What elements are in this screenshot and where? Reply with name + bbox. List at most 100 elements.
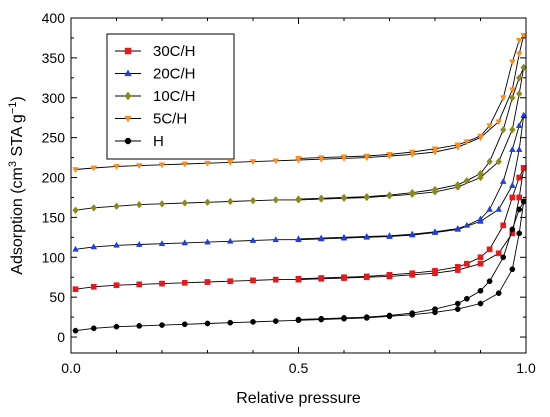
data-point [431, 185, 439, 194]
data-point [249, 236, 257, 243]
data-point [340, 193, 348, 202]
data-point [181, 161, 189, 168]
x-axis: 0.0 0.5 1.0 [61, 18, 536, 376]
data-point [516, 206, 523, 213]
data-point [386, 191, 393, 199]
data-point [158, 200, 166, 208]
data-point [464, 260, 470, 267]
data-point [408, 149, 416, 156]
data-point [495, 205, 502, 212]
data-point [363, 153, 371, 160]
data-point [204, 279, 211, 285]
data-point [495, 119, 502, 126]
series-H [72, 198, 527, 334]
legend-label: 30C/H [153, 43, 196, 60]
data-point [181, 239, 189, 246]
data-point [318, 194, 325, 203]
legend-marker [124, 115, 132, 123]
data-point [341, 274, 347, 281]
data-point [250, 319, 256, 325]
data-point [386, 152, 393, 159]
plot-area [72, 33, 528, 334]
data-point [181, 199, 188, 207]
legend-entry: 5C/H [115, 111, 187, 128]
y-tick-label: 250 [42, 130, 66, 146]
y-tick-label: 400 [42, 10, 66, 26]
data-point [486, 157, 493, 166]
series-30C/H [72, 165, 527, 293]
data-point [113, 323, 120, 330]
data-point [227, 278, 234, 285]
data-point [204, 198, 211, 207]
data-point [90, 165, 98, 172]
data-point [454, 180, 461, 189]
data-point [317, 234, 325, 241]
data-point [509, 93, 516, 102]
data-point [363, 314, 370, 320]
data-point [408, 230, 416, 237]
data-point [340, 233, 348, 240]
data-point [295, 235, 302, 242]
data-point [477, 287, 484, 294]
data-point [509, 181, 516, 188]
data-point [295, 275, 302, 282]
data-point [90, 243, 98, 250]
data-point [463, 221, 471, 228]
data-point [509, 87, 516, 94]
data-point [454, 264, 461, 270]
data-point [509, 125, 516, 134]
data-point [113, 164, 120, 170]
data-point [409, 310, 416, 316]
data-point [204, 320, 211, 327]
data-point [477, 300, 484, 307]
data-point [515, 122, 523, 129]
data-point [72, 206, 79, 214]
data-point [340, 154, 348, 161]
data-point [363, 232, 371, 239]
legend-label: H [153, 133, 164, 150]
data-point [515, 74, 523, 82]
x-tick-label: 0.5 [289, 360, 309, 376]
series-5C/H [72, 33, 528, 174]
series-line-desorption [298, 35, 525, 159]
data-point [318, 315, 325, 322]
data-point [136, 200, 143, 209]
legend-label: 20C/H [153, 66, 196, 83]
data-point [515, 90, 523, 98]
legend-entry: 10C/H [115, 88, 196, 105]
data-point [509, 266, 516, 273]
data-point [454, 142, 462, 149]
y-axis: 0 50 100 150 200 250 300 350 400 [42, 10, 526, 345]
data-point [249, 159, 257, 166]
data-point [226, 237, 234, 244]
data-point [409, 270, 416, 277]
legend-label: 5C/H [153, 111, 187, 128]
data-point [317, 155, 325, 162]
data-point [516, 194, 523, 201]
y-tick-label: 300 [42, 90, 66, 106]
data-point [463, 139, 471, 146]
data-point [386, 232, 393, 239]
data-point [477, 133, 484, 140]
series-20C/H [72, 111, 528, 252]
data-point [249, 196, 257, 205]
data-point [113, 241, 120, 248]
data-point [90, 204, 97, 212]
data-point [500, 222, 507, 229]
data-point [250, 277, 256, 284]
y-axis-title: Adsorption (cm3 STA g−1) [7, 96, 26, 274]
y-tick-label: 50 [49, 289, 65, 305]
data-point [486, 278, 493, 285]
data-point [159, 280, 165, 287]
data-point [204, 160, 211, 167]
data-point [272, 158, 280, 165]
data-point [272, 196, 279, 204]
y-tick-label: 350 [42, 50, 66, 66]
data-point [204, 238, 211, 245]
data-point [477, 260, 484, 267]
series-10C/H [72, 63, 527, 214]
series-line-desorption [298, 67, 525, 200]
data-point [295, 195, 302, 203]
series-line-desorption [298, 167, 525, 280]
